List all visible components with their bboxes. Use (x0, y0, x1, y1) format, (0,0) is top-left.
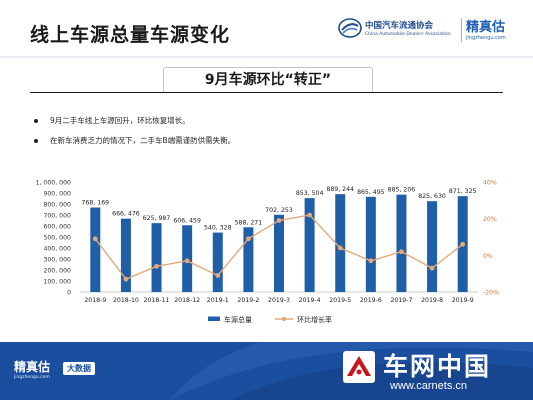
page-title: 线上车源总量车源变化 (30, 24, 231, 46)
bar-value-label: 588, 271 (235, 219, 263, 226)
slide-subtitle: 9月车源环比“转正” (204, 72, 332, 88)
header-divider (0, 56, 533, 58)
footer-swoosh-decoration (170, 342, 533, 400)
footer-brand-name: 精真估 (14, 360, 51, 374)
y-left-tick-label: 900, 000 (43, 191, 71, 198)
bar (365, 196, 376, 292)
y-right-tick-label: 20% (483, 216, 497, 223)
x-tick-label: 2019-9 (452, 297, 474, 304)
logo-divider (461, 18, 462, 42)
bullet-item: 9月二手车线上车源回升，环比恢复增长。 (34, 115, 190, 126)
growth-rate-point (92, 236, 98, 242)
y-left-tick-label: 400, 000 (43, 246, 71, 253)
bar-value-label: 885, 206 (388, 187, 416, 194)
y-left-tick-label: 700, 000 (43, 213, 71, 220)
growth-rate-point (429, 265, 435, 271)
x-tick-label: 2019-5 (329, 297, 351, 304)
bar-value-label: 825, 630 (418, 193, 446, 200)
header: 线上车源总量车源变化 中国汽车流通协会 China Automobile Dea… (0, 0, 533, 58)
brand-url: jingzhengu.com (466, 35, 506, 41)
carnets-site-url: www.carnets.cn (390, 380, 468, 392)
big-data-badge: 大数据 (63, 362, 95, 375)
growth-rate-point (123, 276, 129, 282)
bar (151, 223, 162, 292)
y-left-tick-label: 600, 000 (43, 224, 71, 231)
growth-rate-point (460, 241, 466, 247)
x-tick-label: 2019-8 (421, 297, 443, 304)
bar (212, 232, 223, 292)
growth-rate-point (276, 218, 282, 223)
legend-bar-label: 车源总量 (224, 315, 252, 324)
growth-rate-point (215, 273, 221, 278)
bullet-item: 在新车消费乏力的情况下，二手车B端需谨防供需失衡。 (34, 135, 235, 146)
bar (335, 194, 346, 292)
bar (274, 214, 284, 292)
y-left-tick-label: 500, 000 (43, 235, 71, 242)
legend-line-marker (281, 316, 287, 322)
bar (120, 218, 131, 292)
bar-value-label: 871, 325 (449, 188, 477, 195)
growth-rate-point (245, 236, 251, 242)
y-right-tick-label: 0% (483, 253, 493, 260)
growth-rate-point (399, 249, 404, 255)
bar-value-label: 853, 504 (296, 190, 324, 197)
growth-rate-point (368, 258, 374, 264)
growth-rate-point (154, 263, 159, 269)
association-name: 中国汽车流通协会 (365, 21, 434, 31)
vehicle-supply-chart: 0 100, 000 200, 000 300, 000 400, 000 500, 00… (36, 180, 500, 325)
y-left-tick-label: 100, 000 (43, 279, 71, 286)
x-tick-label: 2019-2 (237, 297, 259, 304)
x-tick-label: 2018-9 (84, 297, 106, 304)
bar (243, 227, 254, 292)
association-logo: 中国汽车流通协会 China Automobile Dealers Associ… (338, 17, 451, 39)
bullet-text: 在新车消费乏力的情况下，二手车B端需谨防供需失衡。 (50, 136, 236, 145)
y-right-tick-label: 40% (483, 180, 497, 187)
brand-logo: 精真估 jingzhengu.com (466, 16, 506, 41)
bullet-dot-icon (34, 118, 38, 123)
bar-value-label: 666, 476 (112, 211, 140, 218)
subtitle-rule (30, 92, 503, 93)
growth-rate-point (337, 245, 343, 251)
y-left-tick-label: 300, 000 (43, 257, 71, 264)
cada-emblem-icon (338, 18, 362, 38)
growth-rate-point (184, 258, 190, 264)
subtitle-box: 9月车源环比“转正” (163, 67, 373, 93)
bar-value-label: 889, 244 (326, 186, 354, 193)
bar-value-label: 625, 987 (143, 215, 171, 222)
y-left-tick-label: 1, 000, 000 (36, 180, 71, 187)
x-tick-label: 2018-10 (113, 297, 139, 304)
x-tick-label: 2019-3 (268, 297, 290, 304)
x-tick-label: 2019-4 (299, 297, 321, 304)
bar-value-label: 540, 328 (204, 225, 232, 232)
footer-brand-url: jingzhengu.com (14, 375, 50, 380)
bar-value-label: 768, 169 (82, 200, 110, 207)
y-left-tick-label: 800, 000 (43, 202, 71, 209)
carnets-logo-icon (343, 351, 375, 383)
bar (427, 201, 438, 292)
brand-name: 精真估 (466, 20, 506, 35)
carnets-site-name: 车网中国 (383, 352, 492, 381)
y-left-tick-label: 200, 000 (43, 268, 71, 275)
bullet-dot-icon (34, 138, 38, 143)
bar-value-label: 606, 459 (173, 217, 201, 224)
y-right-tick-label: -20% (483, 290, 499, 297)
footer: 精真估 jingzhengu.com 大数据 车网中国 www.carnets.… (0, 342, 533, 400)
legend-line-label: 环比增长率 (297, 315, 332, 324)
x-tick-label: 2018-11 (144, 297, 170, 304)
bar-value-label: 702, 253 (265, 207, 293, 214)
x-tick-label: 2019-1 (207, 297, 229, 304)
x-tick-label: 2019-6 (360, 297, 382, 304)
bar (90, 207, 101, 292)
y-left-tick-label: 0 (67, 290, 71, 297)
growth-rate-point (307, 212, 313, 218)
bar (396, 194, 407, 292)
bullet-text: 9月二手车线上车源回升，环比恢复增长。 (50, 116, 190, 125)
association-name-en: China Automobile Dealers Association (365, 32, 451, 37)
x-tick-label: 2019-7 (391, 297, 413, 304)
legend-bar-swatch (208, 316, 220, 321)
bar (304, 198, 315, 292)
footer-brand: 精真估 jingzhengu.com (14, 358, 50, 380)
x-tick-label: 2018-12 (174, 297, 200, 304)
bar-value-label: 865, 495 (357, 189, 385, 196)
